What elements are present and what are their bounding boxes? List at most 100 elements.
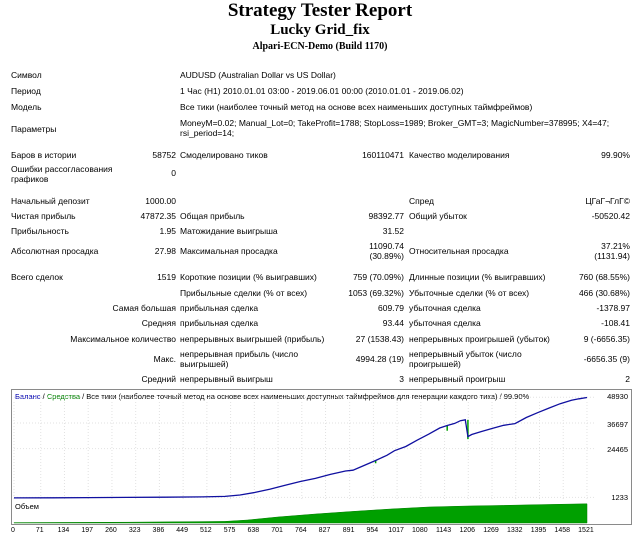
x-tick-label: 1143 — [436, 527, 452, 534]
max-cons-wins-value: 27 (1538.43) — [355, 334, 404, 344]
x-tick-label: 1395 — [530, 527, 547, 534]
ticks-value: 160110471 — [362, 150, 404, 160]
avg-win-value: 93.44 — [382, 318, 404, 328]
long-positions-value: 760 (68.55%) — [578, 272, 630, 282]
largest-label: Самая большая — [112, 303, 176, 313]
params-value: MoneyM=0.02; Manual_Lot=0; TakeProfit=17… — [180, 118, 610, 138]
spread-label: Спред — [409, 196, 434, 206]
gross-profit-label: Общая прибыль — [180, 211, 245, 221]
x-tick-label: 0 — [11, 527, 15, 534]
symbol-label: Символ — [11, 70, 42, 80]
balance-chart: Баланс / Средства / Все тики (наиболее т… — [11, 389, 632, 503]
profit-trades-label: Прибыльные сделки (% от всех) — [180, 288, 308, 298]
avg-win-label: прибыльная сделка — [180, 318, 259, 328]
average-label: Средняя — [141, 318, 176, 328]
bars-label: Баров в истории — [11, 150, 77, 160]
gross-profit-value: 98392.77 — [368, 211, 404, 221]
x-tick-label: 1332 — [506, 527, 523, 534]
profit-factor-value: 1.95 — [159, 226, 176, 236]
x-tick-label: 1521 — [578, 527, 594, 534]
y-tick-label: 1233 — [611, 493, 628, 502]
model-value: Все тики (наиболее точный метод на основ… — [180, 102, 533, 112]
x-tick-label: 701 — [271, 527, 283, 534]
x-tick-label: 1206 — [459, 527, 476, 534]
loss-trades-value: 466 (30.68%) — [578, 288, 630, 298]
net-profit-label: Чистая прибыль — [11, 211, 76, 221]
abs-drawdown-label: Абсолютная просадка — [11, 246, 99, 256]
x-tick-label: 71 — [35, 527, 44, 534]
y-tick-label: 48930 — [607, 392, 628, 401]
expert-name: Lucky Grid_fix — [270, 22, 370, 38]
symbol-value: AUDUSD (Australian Dollar vs US Dollar) — [180, 70, 336, 80]
x-tick-label: 1269 — [483, 527, 499, 534]
volume-plot — [13, 503, 588, 524]
gross-loss-value: -50520.42 — [591, 211, 630, 221]
abs-drawdown-value: 27.98 — [154, 246, 176, 256]
errors-label: Ошибки рассогласования графиков — [11, 164, 113, 184]
avg-cons-wins-value: 3 — [399, 374, 404, 384]
short-positions-value: 759 (70.09%) — [352, 272, 404, 282]
max-cons-loss-value: -6656.35 (9) — [583, 354, 630, 364]
x-tick-label: 764 — [294, 527, 307, 534]
x-tick-label: 891 — [342, 527, 355, 534]
x-tick-label: 134 — [57, 527, 70, 534]
profit-factor-label: Прибыльность — [11, 226, 69, 236]
avg-loss-value: -108.41 — [601, 318, 630, 328]
volume-area — [13, 503, 588, 524]
x-tick-label: 827 — [318, 527, 331, 534]
bars-value: 58752 — [152, 150, 176, 160]
total-trades-label: Всего сделок — [11, 272, 63, 282]
gross-loss-label: Общий убыток — [409, 211, 467, 221]
volume-label: Объем — [15, 502, 39, 511]
x-tick-label: 1080 — [412, 527, 428, 534]
y-tick-label: 36697 — [607, 420, 628, 429]
max-cons-losses-label: непрерывных проигрышей (убыток) — [409, 334, 550, 344]
legend-balance: Баланс — [15, 392, 41, 401]
legend-model: / Все тики (наиболее точный метод на осн… — [80, 392, 530, 401]
x-tick-label: 197 — [81, 527, 94, 534]
max-drawdown-label: Максимальная просадка — [180, 246, 278, 256]
quality-value: 99.90% — [601, 150, 630, 160]
x-tick-label: 1017 — [388, 527, 404, 534]
x-tick-label: 1458 — [554, 527, 570, 534]
report-title: Strategy Tester Report — [227, 0, 413, 21]
volume-chart: Объем — [11, 501, 632, 525]
x-tick-label: 512 — [200, 527, 212, 534]
max-cons-profit-label: непрерывная прибыль (число выигрышей) — [180, 349, 299, 369]
x-tick-label: 386 — [152, 527, 165, 534]
max-label: Макс. — [153, 354, 176, 364]
deposit-value: 1000.00 — [145, 196, 176, 206]
errors-value: 0 — [171, 168, 176, 178]
period-label: Период — [11, 86, 41, 96]
rel-drawdown-value: 37.21% (1131.94) — [594, 241, 630, 261]
expected-payoff-value: 31.52 — [382, 226, 404, 236]
max-cons-losses-value: 9 (-6656.35) — [583, 334, 630, 344]
max-cons-profit-value: 4994.28 (19) — [355, 354, 404, 364]
profit-trades-value: 1053 (69.32%) — [348, 288, 404, 298]
largest-loss-label: убыточная сделка — [409, 303, 481, 313]
max-count-label: Максимальное количество — [70, 334, 176, 344]
avg-cons-wins-label: непрерывный выигрыш — [180, 374, 273, 384]
x-tick-label: 449 — [176, 527, 188, 534]
legend-equity: Средства — [46, 392, 81, 401]
net-profit-value: 47872.35 — [140, 211, 176, 221]
y-tick-label: 24465 — [607, 445, 628, 454]
legend-separator: / — [40, 392, 47, 401]
short-positions-label: Короткие позиции (% выигравших) — [180, 272, 317, 282]
x-tick-label: 260 — [105, 527, 117, 534]
chart-legend: Баланс / Средства / Все тики (наиболее т… — [15, 392, 529, 401]
model-label: Модель — [11, 102, 42, 112]
x-tick-label: 575 — [223, 527, 236, 534]
server-build: Alpari-ECN-Demo (Build 1170) — [252, 41, 388, 52]
rel-drawdown-label: Относительная просадка — [409, 246, 509, 256]
ticks-label: Смоделировано тиков — [180, 150, 268, 160]
quality-label: Качество моделирования — [409, 150, 510, 160]
chart-plot — [13, 396, 596, 500]
largest-loss-value: -1378.97 — [596, 303, 630, 313]
largest-win-label: прибыльная сделка — [180, 303, 259, 313]
avg-cons-losses-label: непрерывный проигрыш — [409, 374, 506, 384]
params-label: Параметры — [11, 124, 57, 134]
expected-payoff-label: Матожидание выигрыша — [180, 226, 278, 236]
largest-win-value: 609.79 — [378, 303, 404, 313]
x-tick-label: 954 — [366, 527, 379, 534]
